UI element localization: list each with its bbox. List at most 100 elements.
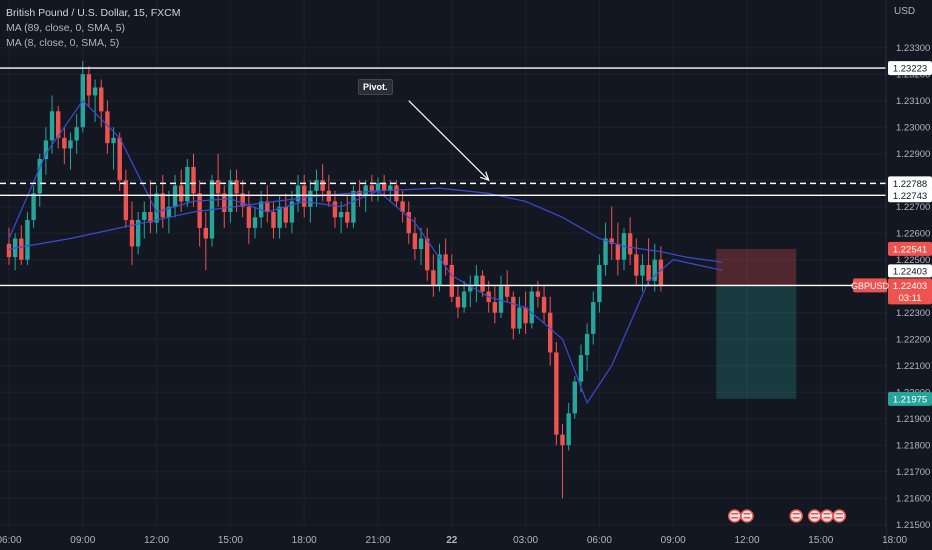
level-tag: 1.22788 (893, 179, 927, 190)
candle-body (474, 275, 479, 287)
candle-body (609, 238, 614, 244)
candle (283, 193, 288, 228)
candle-body (357, 190, 362, 197)
candle (19, 225, 24, 265)
candle-body (437, 254, 442, 287)
candle-body (154, 193, 159, 223)
candle-body (541, 296, 547, 313)
candle (412, 217, 418, 260)
candle-body (406, 212, 411, 234)
event-flag-stripe (731, 513, 739, 515)
candle-body (535, 291, 541, 297)
candle (621, 227, 627, 271)
candle (277, 196, 282, 239)
candle (43, 127, 49, 175)
event-flag-icon (727, 509, 742, 523)
time-axis[interactable]: 06:00 09:00 12:00 15:00 18:00 21:00 22 03:00 06:… (0, 530, 908, 550)
y-tick-label: 1.22600 (896, 229, 930, 240)
x-tick-label: 18:00 (292, 535, 317, 546)
stop-loss-zone[interactable] (716, 248, 797, 286)
y-tick-label: 1.23100 (896, 96, 930, 107)
candle (215, 153, 221, 207)
candle (289, 190, 295, 234)
candle-body (265, 201, 270, 212)
candle (474, 265, 479, 303)
price-tag-bg (888, 241, 932, 256)
y-tick-label: 1.21900 (896, 414, 930, 425)
event-flag-icon (789, 509, 803, 523)
pivot-label[interactable]: Pivot. (358, 79, 393, 95)
y-tick-label: 1.22500 (896, 255, 930, 266)
currency-label[interactable]: USD (894, 6, 916, 17)
candle-body (418, 238, 424, 250)
legend-ma8[interactable]: MA (8, close, 0, SMA, 5) (6, 37, 120, 49)
candle-body (92, 87, 98, 96)
candle-body (99, 87, 104, 112)
economic-events[interactable] (727, 509, 846, 523)
candle (400, 190, 405, 223)
candle-body (492, 302, 498, 313)
candle (295, 174, 301, 212)
candle (578, 344, 584, 393)
candle-body (215, 180, 221, 194)
x-tick-label: 06:00 (0, 535, 22, 546)
candle (154, 185, 159, 234)
candle-body (25, 219, 30, 260)
candle-body (111, 137, 116, 144)
take-profit-zone[interactable] (716, 285, 797, 399)
candle-body (289, 201, 295, 223)
ma89-line (8, 187, 723, 263)
y-tick-label: 1.23300 (896, 43, 930, 54)
candle (74, 113, 79, 154)
legend-title[interactable]: British Pound / U.S. Dollar, 15, FXCM (6, 7, 181, 19)
candle-body (185, 166, 190, 202)
y-tick-label: 1.23000 (896, 123, 930, 134)
candle (634, 238, 639, 287)
event-flag-stripe (835, 513, 843, 515)
candle-body (634, 254, 639, 276)
pivot-arrow[interactable] (408, 100, 490, 182)
candle-body (314, 180, 319, 191)
candle-body (400, 201, 405, 212)
y-tick-label: 1.22200 (896, 335, 930, 346)
candle-body (222, 193, 227, 212)
x-tick-label: 22 (446, 535, 458, 546)
candle-body (105, 111, 110, 144)
legend-ma89[interactable]: MA (89, close, 0, SMA, 5) (6, 22, 126, 34)
candle-body (49, 111, 55, 141)
candle (627, 217, 633, 265)
y-tick-label: 1.22300 (896, 308, 930, 319)
candle-body (560, 434, 565, 446)
event-flag-stripe (811, 517, 819, 519)
candle-body (271, 212, 276, 228)
symbol-tag-bg (853, 278, 887, 293)
x-tick-label: 12:00 (734, 535, 759, 546)
candle (517, 296, 522, 334)
candle (129, 201, 135, 265)
candle (86, 66, 92, 106)
candle-body (523, 307, 528, 324)
price-tag: 1.22541 (893, 244, 927, 255)
candle (449, 254, 454, 303)
candle (560, 424, 565, 499)
candle (12, 233, 18, 271)
bar-countdown: 03:11 (898, 293, 921, 304)
y-tick-label: 1.21500 (896, 520, 930, 531)
candle (480, 270, 485, 297)
candle-body (43, 140, 49, 159)
ma8-line (8, 99, 723, 405)
candle-body (166, 206, 172, 218)
y-tick-label: 1.22900 (896, 149, 930, 160)
horizontal-levels[interactable] (0, 67, 886, 287)
candle (646, 238, 651, 287)
arrow-head (479, 171, 490, 182)
candle (591, 291, 596, 345)
candle-body (228, 180, 233, 212)
event-flag-stripe (811, 513, 819, 515)
candle-body (19, 238, 24, 260)
candle-body (658, 259, 664, 287)
level-tag: 1.22403 (893, 266, 927, 277)
candle (234, 169, 239, 212)
candle-body (394, 185, 399, 202)
